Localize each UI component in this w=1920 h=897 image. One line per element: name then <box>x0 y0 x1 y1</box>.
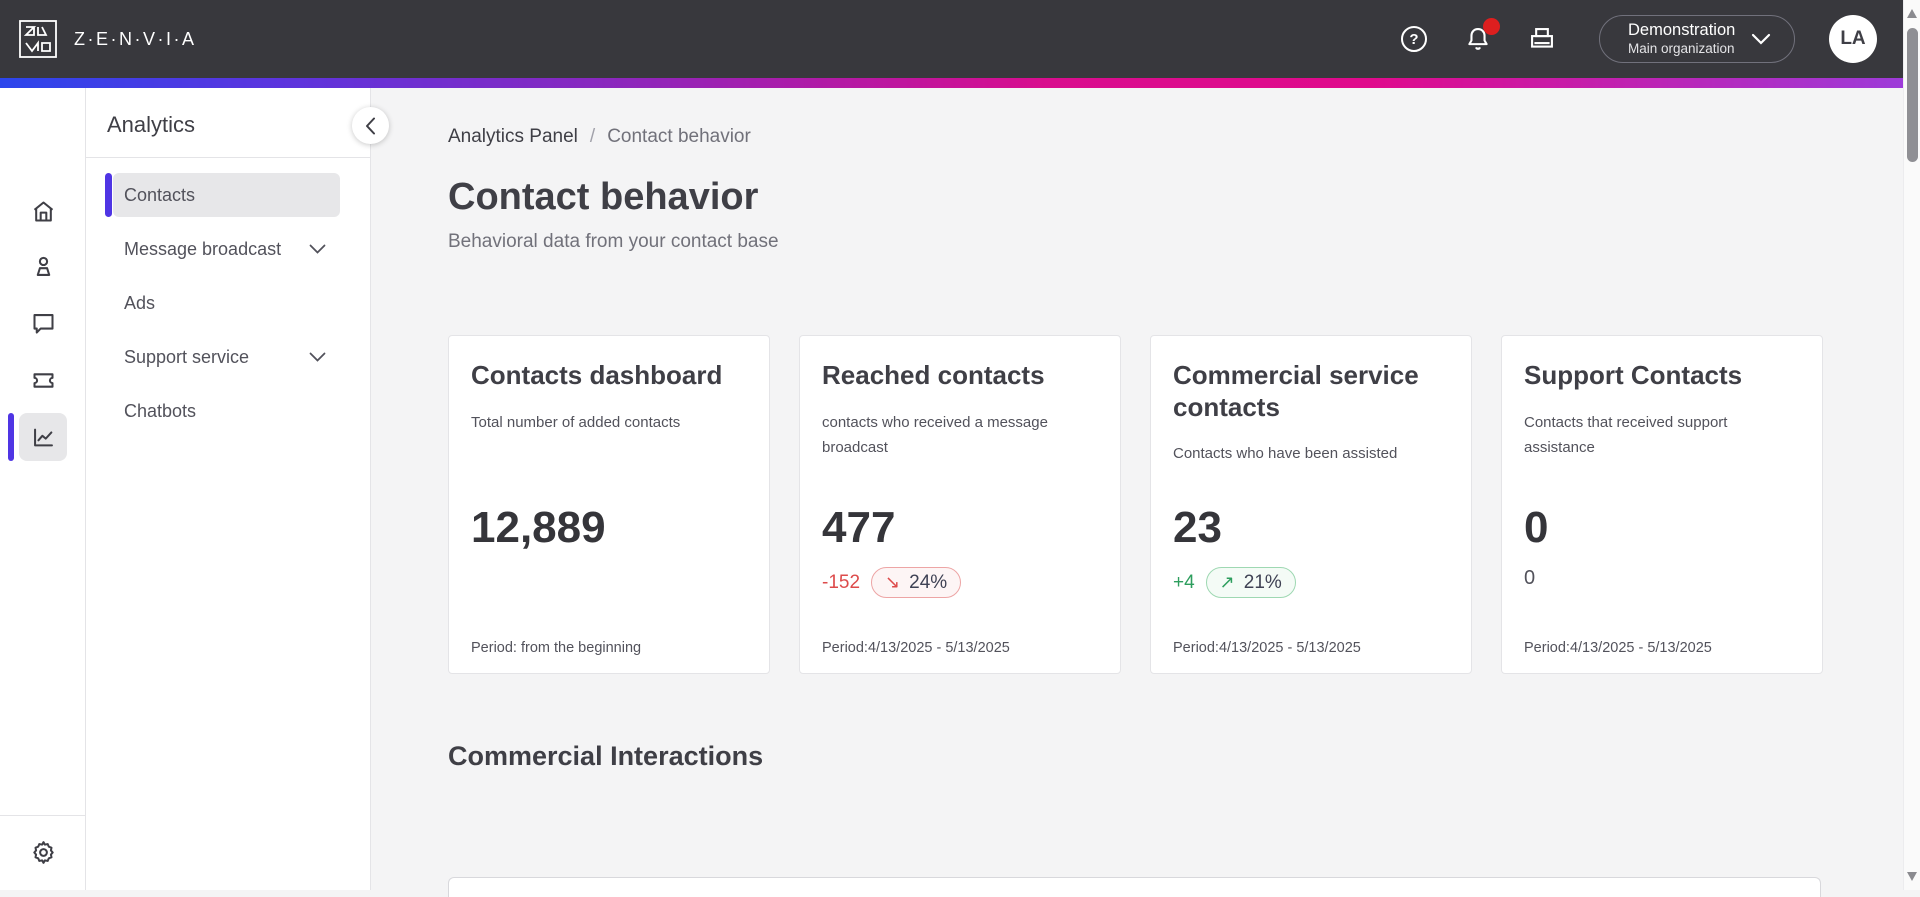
brand-text: Z·E·N·V·I·A <box>74 29 196 50</box>
line-chart-icon <box>30 424 57 451</box>
active-item-indicator <box>105 173 112 217</box>
icon-rail <box>0 88 86 890</box>
page-title: Contact behavior <box>448 176 758 219</box>
notification-dot <box>1483 18 1500 35</box>
card-title: Commercial service contacts <box>1173 360 1449 423</box>
card-contacts-dashboard: Contacts dashboard Total number of added… <box>448 335 770 674</box>
scroll-down-arrow[interactable] <box>1907 872 1917 881</box>
card-value: 0 <box>1524 506 1548 550</box>
printer-icon <box>1528 25 1556 53</box>
brand-gradient-bar <box>0 78 1903 88</box>
scroll-up-arrow[interactable] <box>1907 9 1917 18</box>
delta-value: +4 <box>1173 572 1195 594</box>
vertical-scrollbar[interactable] <box>1903 0 1920 890</box>
card-description: Contacts that received support assistanc… <box>1524 410 1800 461</box>
zenvia-logo-icon <box>16 17 60 61</box>
chat-icon <box>30 310 57 337</box>
kpi-cards-row: Contacts dashboard Total number of added… <box>448 335 1823 674</box>
sidebar-title: Analytics <box>107 112 195 138</box>
trend-badge-up: ↗ 21% <box>1206 567 1296 598</box>
card-description: Contacts who have been assisted <box>1173 441 1449 467</box>
sidebar-item-support-service[interactable]: Support service <box>113 335 340 379</box>
commercial-interactions-card-top <box>448 877 1821 897</box>
chevron-left-icon <box>365 117 376 135</box>
home-icon <box>30 198 57 225</box>
active-rail-indicator <box>8 413 14 461</box>
card-support-contacts: Support Contacts Contacts that received … <box>1501 335 1823 674</box>
breadcrumb-separator: / <box>590 126 595 148</box>
zenvia-brand[interactable]: Z·E·N·V·I·A <box>16 17 196 61</box>
scrollbar-thumb[interactable] <box>1907 28 1918 162</box>
help-button[interactable]: ? <box>1399 24 1429 54</box>
sidebar-item-contacts[interactable]: Contacts <box>113 173 340 217</box>
help-icon: ? <box>1401 26 1427 52</box>
card-period: Period:4/13/2025 - 5/13/2025 <box>822 640 1010 656</box>
card-description: Total number of added contacts <box>471 410 747 436</box>
trend-up-icon: ↗ <box>1220 572 1235 593</box>
card-value: 23 <box>1173 506 1222 550</box>
rail-item-contacts[interactable] <box>0 242 86 290</box>
sidebar-item-ads[interactable]: Ads <box>113 281 340 325</box>
sidebar-collapse-button[interactable] <box>352 107 389 144</box>
card-value: 12,889 <box>471 506 606 550</box>
sidebar-item-label: Ads <box>124 293 155 314</box>
user-avatar[interactable]: LA <box>1829 15 1877 63</box>
sidebar-item-label: Contacts <box>124 185 195 206</box>
sidebar-item-label: Message broadcast <box>124 239 281 260</box>
card-reached-contacts: Reached contacts contacts who received a… <box>799 335 1121 674</box>
card-period: Period:4/13/2025 - 5/13/2025 <box>1524 640 1712 656</box>
card-period: Period: from the beginning <box>471 640 641 656</box>
ticket-icon <box>30 367 57 394</box>
chevron-down-icon <box>1751 33 1771 45</box>
analytics-sidebar: Analytics Contacts Message broadcast Ads… <box>86 88 371 890</box>
organization-name: Demonstration <box>1628 20 1735 41</box>
gear-icon <box>30 839 57 866</box>
card-commercial-service-contacts: Commercial service contacts Contacts who… <box>1150 335 1472 674</box>
card-delta-row: +4 ↗ 21% <box>1173 567 1296 598</box>
delta-value: 0 <box>1524 567 1535 590</box>
breadcrumb-analytics-panel[interactable]: Analytics Panel <box>448 126 578 148</box>
chevron-down-icon <box>309 244 326 254</box>
sidebar-item-label: Chatbots <box>124 401 196 422</box>
card-value: 477 <box>822 506 895 550</box>
card-title: Reached contacts <box>822 360 1098 392</box>
topbar: Z·E·N·V·I·A ? Demonstration Main organiz… <box>0 0 1903 78</box>
sidebar-item-message-broadcast[interactable]: Message broadcast <box>113 227 340 271</box>
page-subtitle: Behavioral data from your contact base <box>448 231 779 253</box>
delta-value: -152 <box>822 572 860 594</box>
rail-item-analytics[interactable] <box>0 413 86 461</box>
breadcrumb-current: Contact behavior <box>607 126 751 148</box>
badge-percent: 21% <box>1244 572 1282 594</box>
rail-item-settings[interactable] <box>0 828 86 876</box>
card-delta-row: 0 <box>1524 567 1535 590</box>
badge-percent: 24% <box>909 572 947 594</box>
card-delta-row: -152 ↘ 24% <box>822 567 961 598</box>
print-button[interactable] <box>1527 24 1557 54</box>
organization-subtitle: Main organization <box>1628 41 1735 58</box>
trend-badge-down: ↘ 24% <box>871 567 961 598</box>
card-title: Contacts dashboard <box>471 360 747 392</box>
card-title: Support Contacts <box>1524 360 1800 392</box>
rail-divider <box>0 815 85 816</box>
person-icon <box>30 253 57 280</box>
sidebar-item-chatbots[interactable]: Chatbots <box>113 389 340 433</box>
card-description: contacts who received a message broadcas… <box>822 410 1098 461</box>
sidebar-item-label: Support service <box>124 347 249 368</box>
trend-down-icon: ↘ <box>885 572 900 593</box>
chevron-down-icon <box>309 352 326 362</box>
main-content: Analytics Panel / Contact behavior Conta… <box>372 88 1903 890</box>
card-period: Period:4/13/2025 - 5/13/2025 <box>1173 640 1361 656</box>
section-title-commercial-interactions: Commercial Interactions <box>448 741 763 772</box>
notifications-button[interactable] <box>1463 24 1493 54</box>
rail-item-conversations[interactable] <box>0 299 86 347</box>
rail-item-tickets[interactable] <box>0 356 86 404</box>
sidebar-divider <box>86 157 370 158</box>
breadcrumb: Analytics Panel / Contact behavior <box>448 126 751 148</box>
rail-item-home[interactable] <box>0 187 86 235</box>
organization-switcher[interactable]: Demonstration Main organization <box>1599 15 1795 63</box>
